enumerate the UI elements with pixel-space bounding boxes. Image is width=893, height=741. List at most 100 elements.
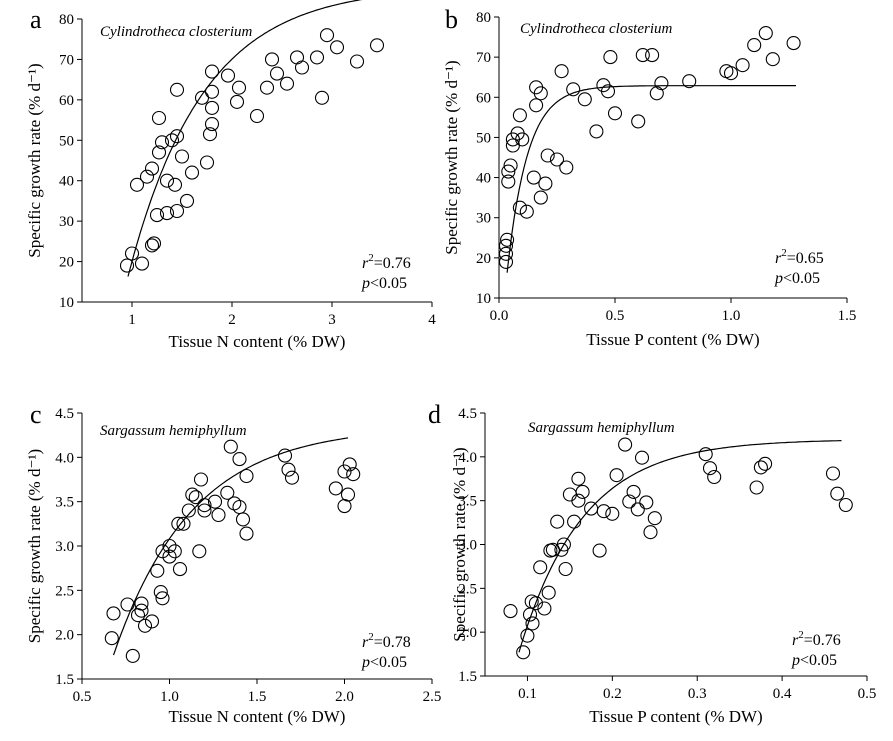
data-point bbox=[825, 466, 841, 481]
data-point bbox=[529, 98, 544, 113]
x-tick-label: 2 bbox=[228, 312, 236, 328]
data-point bbox=[596, 504, 611, 519]
data-point bbox=[167, 544, 182, 559]
data-point bbox=[592, 543, 607, 558]
data-point bbox=[501, 164, 516, 179]
data-point bbox=[747, 38, 762, 53]
data-point bbox=[533, 86, 548, 101]
data-point bbox=[197, 503, 212, 518]
data-point bbox=[609, 468, 624, 483]
r-squared-label: r2=0.76 bbox=[792, 629, 841, 649]
y-tick-label: 50 bbox=[59, 133, 74, 149]
panel-letter: b bbox=[445, 5, 458, 34]
data-point bbox=[134, 603, 149, 618]
x-tick-label: 0.0 bbox=[490, 308, 509, 324]
data-point bbox=[682, 74, 697, 89]
r-squared-label: r2=0.76 bbox=[362, 252, 411, 272]
data-point bbox=[735, 58, 750, 73]
y-tick-label: 1.5 bbox=[55, 672, 74, 688]
panel-letter: c bbox=[30, 400, 42, 429]
data-point bbox=[605, 506, 620, 521]
species-label: Cylindrotheca closterium bbox=[100, 24, 253, 40]
data-point bbox=[630, 502, 645, 517]
data-point bbox=[239, 468, 254, 484]
panel-b: 0.0 0.5 1.0 1.5 10 20 30 40 50 60 70 80 Tissue P con… bbox=[442, 5, 856, 349]
data-point bbox=[193, 472, 209, 487]
x-tick-label: 2.5 bbox=[423, 689, 442, 705]
x-tick-label: 4 bbox=[428, 312, 436, 328]
data-point bbox=[204, 84, 220, 99]
data-point bbox=[577, 92, 592, 107]
panel-letter: a bbox=[30, 5, 42, 34]
data-point bbox=[749, 480, 764, 495]
data-point bbox=[589, 124, 604, 139]
data-point bbox=[503, 604, 518, 619]
data-point bbox=[571, 471, 586, 486]
data-point bbox=[786, 36, 801, 51]
data-point bbox=[204, 117, 220, 132]
data-point bbox=[204, 100, 220, 115]
y-tick-label: 80 bbox=[476, 10, 491, 26]
data-point bbox=[753, 460, 768, 475]
x-axis-label: Tissue P content (% DW) bbox=[586, 330, 759, 349]
y-tick-label: 10 bbox=[59, 295, 74, 311]
x-tick-label: 2.0 bbox=[335, 689, 354, 705]
data-point bbox=[106, 606, 121, 621]
data-point bbox=[549, 152, 565, 167]
data-point bbox=[723, 66, 739, 81]
y-tick-label: 1.5 bbox=[458, 669, 477, 685]
data-point bbox=[294, 60, 310, 75]
data-point bbox=[498, 238, 514, 253]
data-point bbox=[129, 177, 145, 192]
data-point bbox=[571, 493, 586, 508]
x-tick-label: 3 bbox=[328, 312, 336, 328]
data-point bbox=[231, 80, 247, 95]
data-point bbox=[151, 145, 167, 160]
data-point bbox=[284, 470, 300, 485]
x-tick-label: 1.0 bbox=[160, 689, 179, 705]
data-point bbox=[830, 486, 845, 501]
data-point bbox=[149, 208, 165, 223]
data-point bbox=[538, 176, 553, 191]
data-point bbox=[515, 132, 530, 147]
fit-curve bbox=[127, 0, 363, 277]
x-tick-label: 0.5 bbox=[73, 689, 92, 705]
data-point bbox=[519, 204, 534, 219]
data-point bbox=[634, 450, 650, 465]
data-point bbox=[340, 487, 356, 502]
data-point bbox=[220, 68, 236, 83]
y-tick-label: 2.5 bbox=[55, 583, 74, 599]
data-point bbox=[211, 507, 226, 523]
x-tick-label: 0.1 bbox=[518, 686, 537, 702]
y-tick-label: 60 bbox=[476, 90, 491, 106]
data-point bbox=[150, 563, 165, 578]
y-tick-label: 3.5 bbox=[55, 495, 74, 511]
data-point bbox=[498, 246, 514, 261]
p-value-label: p<0.05 bbox=[791, 652, 837, 669]
data-point bbox=[503, 158, 518, 173]
data-point bbox=[185, 487, 200, 502]
panel-d: 0.1 0.2 0.3 0.4 0.5 1.5 2.0 2.5 3.0 3.5 4.0 4.5 Tiss… bbox=[428, 400, 876, 726]
data-point bbox=[279, 76, 295, 91]
data-point bbox=[556, 537, 571, 552]
data-point bbox=[144, 161, 160, 176]
data-point bbox=[520, 628, 535, 643]
data-point bbox=[144, 238, 160, 253]
data-point bbox=[537, 601, 552, 616]
data-point bbox=[223, 439, 238, 454]
data-point bbox=[277, 448, 293, 463]
data-point bbox=[137, 618, 153, 633]
y-tick-label: 60 bbox=[59, 93, 74, 109]
species-label: Cylindrotheca closterium bbox=[520, 21, 673, 37]
data-point bbox=[144, 614, 160, 629]
data-point bbox=[558, 561, 573, 577]
data-point bbox=[643, 525, 658, 540]
data-point bbox=[239, 526, 254, 541]
data-point bbox=[259, 80, 275, 95]
y-tick-label: 20 bbox=[59, 255, 74, 271]
y-tick-label: 40 bbox=[476, 171, 491, 187]
data-point bbox=[289, 50, 305, 65]
x-tick-label: 0.4 bbox=[773, 686, 792, 702]
data-point bbox=[369, 38, 385, 53]
